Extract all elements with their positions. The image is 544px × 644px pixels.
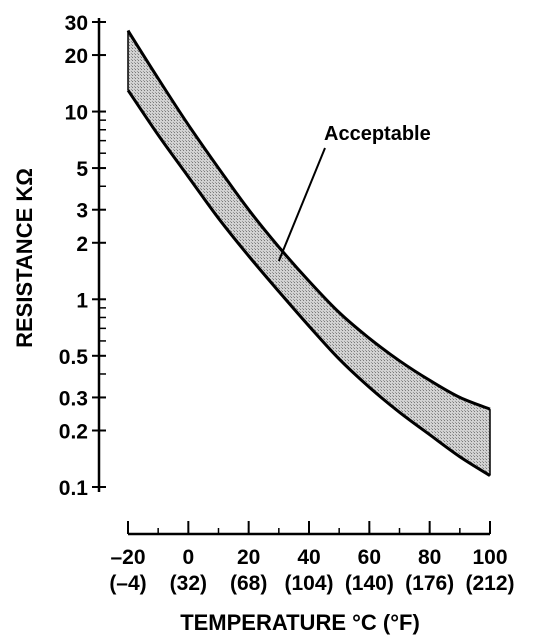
upper-limit-curve	[126, 29, 491, 411]
y-tick-label: 5	[76, 158, 88, 181]
y-tick-label: 30	[65, 12, 88, 35]
x-tick-label: –20	[110, 546, 145, 569]
acceptable-band-layer	[126, 29, 491, 477]
x-tick-sublabel: (212)	[465, 572, 514, 595]
y-tick-label: 2	[76, 233, 88, 256]
x-tick-label: 60	[358, 546, 381, 569]
lower-limit-curve	[126, 89, 491, 477]
x-tick-sublabel: (176)	[405, 572, 454, 595]
y-tick-label: 3	[76, 200, 88, 223]
y-tick-label: 1	[76, 289, 88, 312]
x-tick-sublabel: (32)	[170, 572, 207, 595]
y-tick-label: 0.1	[59, 477, 89, 500]
x-axis-label: TEMPERATURE °C (°F)	[180, 610, 420, 635]
label-layer: 30 20 10 5 3 2 1 0.5 0.3 0.2 0.1 –20 (–4) 0 (32) 20 (68)…	[59, 12, 515, 595]
x-tick-sublabel: (68)	[230, 572, 267, 595]
y-tick-label: 10	[65, 102, 88, 125]
x-tick-label: 20	[237, 546, 260, 569]
acceptable-band	[128, 30, 490, 476]
x-tick-sublabel: (–4)	[109, 572, 146, 595]
y-tick-label: 0.3	[59, 387, 88, 410]
y-axis-label: RESISTANCE KΩ	[12, 168, 37, 348]
x-tick-sublabel: (104)	[284, 572, 333, 595]
x-tick-label: 0	[182, 546, 194, 569]
x-tick-sublabel: (140)	[345, 572, 394, 595]
axes-layer	[92, 18, 491, 536]
x-tick-label: 100	[472, 546, 507, 569]
annotation-acceptable: Acceptable	[324, 123, 431, 145]
x-tick-label: 80	[418, 546, 441, 569]
y-tick-label: 0.5	[59, 346, 89, 369]
y-tick-label: 0.2	[59, 420, 88, 443]
annotation-leader-line	[277, 147, 326, 262]
y-tick-label: 20	[65, 45, 88, 68]
x-tick-label: 40	[297, 546, 320, 569]
